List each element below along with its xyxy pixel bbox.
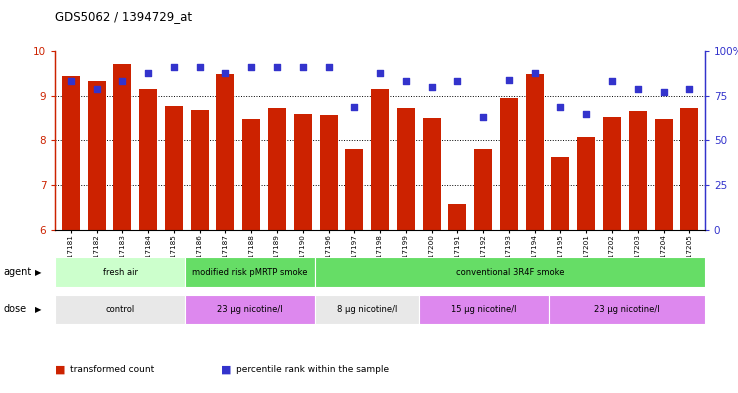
- Bar: [185, 295, 315, 324]
- Point: [580, 110, 592, 117]
- Point: [168, 64, 180, 70]
- Bar: [320, 115, 337, 230]
- Bar: [114, 64, 131, 230]
- Bar: [88, 81, 106, 230]
- Bar: [655, 119, 672, 230]
- Text: 23 μg nicotine/l: 23 μg nicotine/l: [218, 305, 283, 314]
- Text: GDS5062 / 1394729_at: GDS5062 / 1394729_at: [55, 10, 193, 23]
- Text: conventional 3R4F smoke: conventional 3R4F smoke: [455, 268, 565, 277]
- Text: ▶: ▶: [35, 305, 42, 314]
- Point: [426, 84, 438, 90]
- Text: modified risk pMRTP smoke: modified risk pMRTP smoke: [193, 268, 308, 277]
- Point: [348, 103, 360, 110]
- Bar: [449, 204, 466, 230]
- Point: [323, 64, 334, 70]
- Bar: [62, 76, 80, 230]
- Point: [297, 64, 308, 70]
- Point: [658, 89, 669, 95]
- Bar: [315, 257, 705, 287]
- Bar: [190, 110, 209, 230]
- Text: 8 μg nicotine/l: 8 μg nicotine/l: [337, 305, 397, 314]
- Point: [219, 70, 231, 76]
- Bar: [577, 137, 596, 230]
- Point: [400, 78, 412, 84]
- Bar: [551, 158, 570, 230]
- Bar: [345, 149, 363, 230]
- Point: [142, 70, 154, 76]
- Bar: [268, 108, 286, 230]
- Point: [503, 77, 515, 83]
- Bar: [216, 74, 235, 230]
- Point: [194, 64, 206, 70]
- Bar: [55, 257, 185, 287]
- Bar: [55, 295, 185, 324]
- Bar: [139, 89, 157, 230]
- Text: ■: ■: [55, 364, 66, 375]
- Point: [452, 78, 463, 84]
- Point: [683, 86, 695, 92]
- Point: [529, 70, 541, 76]
- Point: [554, 103, 566, 110]
- Text: fresh air: fresh air: [103, 268, 138, 277]
- Bar: [500, 98, 518, 230]
- Text: agent: agent: [4, 267, 32, 277]
- Bar: [315, 295, 419, 324]
- Bar: [629, 112, 646, 230]
- Point: [245, 64, 257, 70]
- Bar: [294, 114, 311, 230]
- Point: [271, 64, 283, 70]
- Bar: [474, 149, 492, 230]
- Bar: [165, 106, 183, 230]
- Bar: [423, 118, 441, 230]
- Bar: [371, 89, 389, 230]
- Text: 23 μg nicotine/l: 23 μg nicotine/l: [594, 305, 660, 314]
- Point: [374, 70, 386, 76]
- Text: ▶: ▶: [35, 268, 42, 277]
- Text: ■: ■: [221, 364, 232, 375]
- Point: [606, 78, 618, 84]
- Text: 15 μg nicotine/l: 15 μg nicotine/l: [451, 305, 517, 314]
- Bar: [549, 295, 705, 324]
- Bar: [525, 74, 544, 230]
- Text: transformed count: transformed count: [70, 365, 154, 374]
- Text: dose: dose: [4, 304, 27, 314]
- Point: [632, 86, 644, 92]
- Point: [91, 86, 103, 92]
- Text: percentile rank within the sample: percentile rank within the sample: [236, 365, 389, 374]
- Bar: [242, 119, 261, 230]
- Text: control: control: [106, 305, 135, 314]
- Bar: [603, 117, 621, 230]
- Point: [477, 114, 489, 120]
- Bar: [680, 108, 698, 230]
- Point: [117, 78, 128, 84]
- Bar: [185, 257, 315, 287]
- Bar: [419, 295, 549, 324]
- Bar: [397, 108, 415, 230]
- Point: [65, 78, 77, 84]
